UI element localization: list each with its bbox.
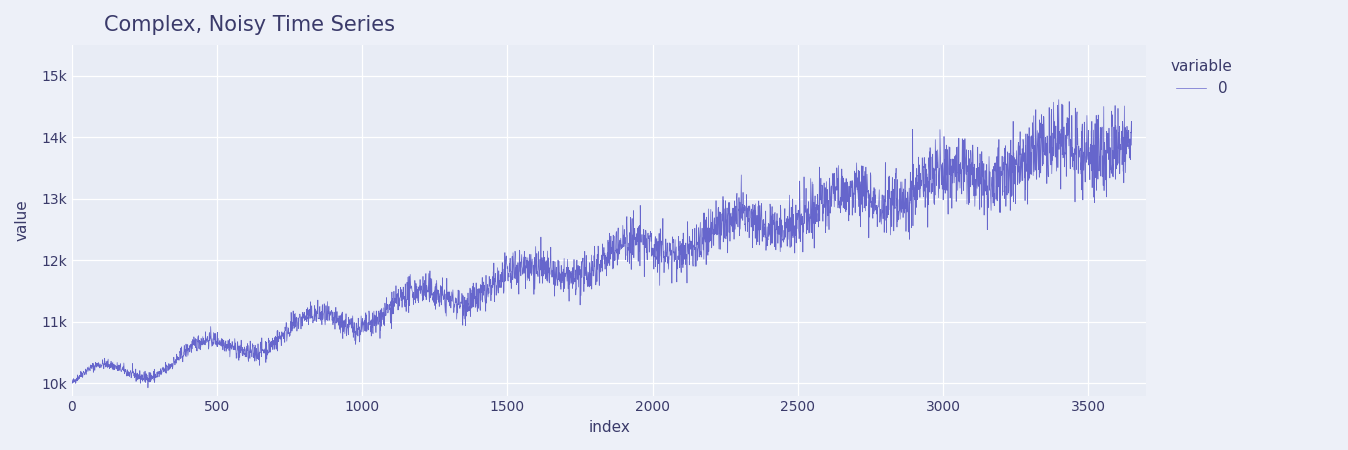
- 0: [875, 202, 891, 207]
- 0: [63, 380, 80, 385]
- 0: [465, 304, 481, 310]
- Text: Complex, Noisy Time Series: Complex, Noisy Time Series: [104, 15, 395, 35]
- 0: [189, 341, 205, 346]
- Line: 0: 0: [71, 99, 1131, 388]
- 0: [1123, 142, 1139, 148]
- Y-axis label: value: value: [15, 199, 30, 241]
- 0: [140, 385, 156, 391]
- 0: [299, 305, 315, 310]
- 0: [438, 313, 454, 319]
- 0: [350, 320, 367, 325]
- 0: [1050, 97, 1066, 102]
- Legend: 0: 0: [1165, 53, 1239, 103]
- X-axis label: index: index: [588, 420, 630, 435]
